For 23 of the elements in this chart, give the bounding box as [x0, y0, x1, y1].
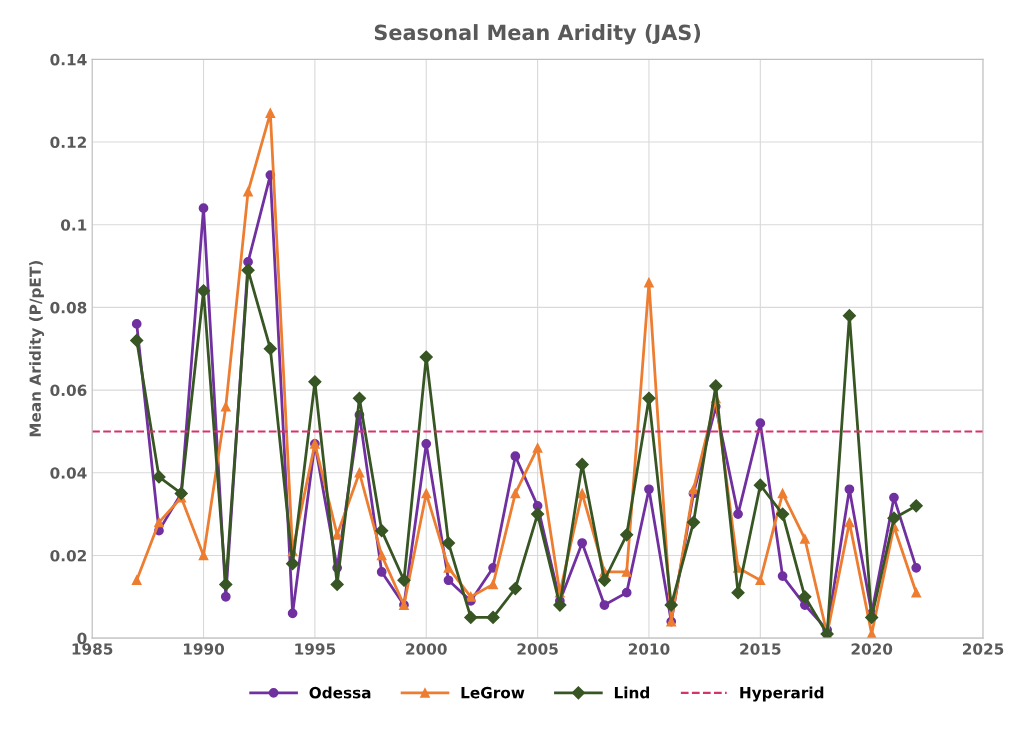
legend-label: LeGrow	[461, 686, 525, 699]
legend-label: Hyperarid	[740, 686, 824, 702]
x-tick-label: 1995	[295, 643, 336, 655]
x-tick-label: 2015	[740, 643, 781, 655]
y-axis-title: Mean Aridity (P/pET)	[29, 261, 45, 437]
y-tick-label: 0.08	[50, 301, 87, 314]
y-tick-label: 0.02	[50, 549, 86, 562]
x-tick-label: 2020	[851, 643, 893, 655]
y-tick-label: 0.1	[60, 219, 87, 231]
x-tick-label: 1990	[183, 643, 225, 655]
x-tick-label: 2000	[406, 643, 447, 655]
y-tick-label: 0.12	[50, 136, 86, 149]
x-tick-label: 2010	[628, 643, 670, 655]
y-tick-label: 0.06	[50, 384, 87, 397]
x-tick-label: 2025	[962, 643, 1004, 655]
legend-label: Lind	[614, 686, 650, 699]
y-tick-label: 0.14	[50, 53, 87, 66]
legend-label: Odessa	[309, 686, 371, 699]
y-tick-label: 0	[77, 632, 87, 645]
chart-title: Seasonal Mean Aridity (JAS)	[374, 24, 701, 45]
y-tick-label: 0.04	[50, 467, 87, 479]
x-tick-label: 1985	[72, 643, 113, 655]
x-tick-label: 2005	[517, 643, 558, 655]
